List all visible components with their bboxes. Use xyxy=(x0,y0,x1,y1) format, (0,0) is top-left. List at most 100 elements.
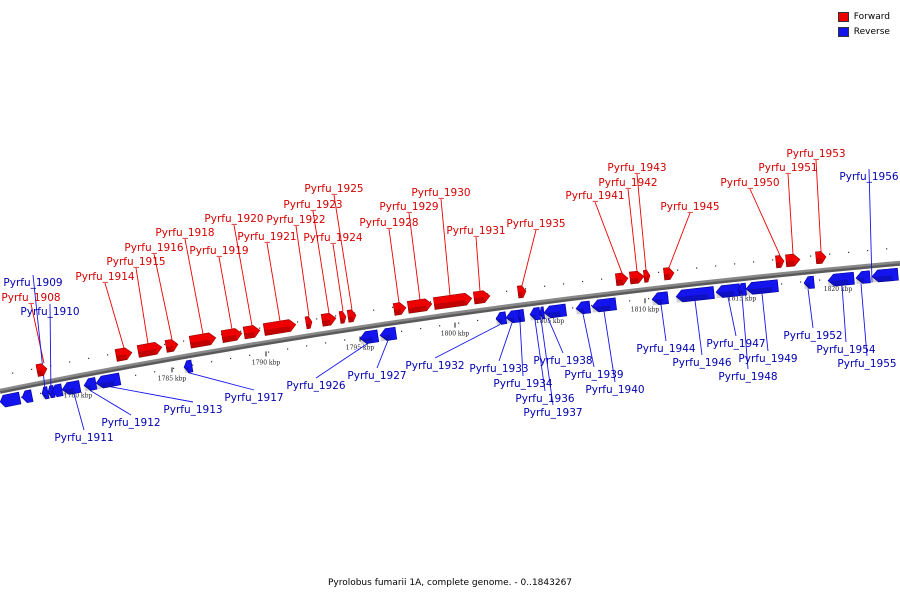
gene-label-pyrfu-1955[interactable]: Pyrfu_1955 xyxy=(837,358,896,370)
gene-label-pyrfu-1952[interactable]: Pyrfu_1952 xyxy=(783,330,842,342)
gene-label-pyrfu-1928[interactable]: Pyrfu_1928 xyxy=(359,217,418,229)
gene-arrow-pyrfu-1947[interactable] xyxy=(715,283,741,299)
gene-arrow-body[interactable] xyxy=(855,270,871,284)
gene-arrow-body[interactable] xyxy=(51,383,64,398)
gene-label-pyrfu-1923[interactable]: Pyrfu_1923 xyxy=(283,199,342,211)
gene-label-pyrfu-1950[interactable]: Pyrfu_1950 xyxy=(720,177,779,189)
gene-label-pyrfu-1921[interactable]: Pyrfu_1921 xyxy=(237,231,296,243)
gene-arrow-pyrfu-1951[interactable] xyxy=(785,253,801,268)
partial-gene-arrow[interactable] xyxy=(0,391,22,408)
gene-label-pyrfu-1930[interactable]: Pyrfu_1930 xyxy=(411,187,470,199)
gene-label-pyrfu-1913[interactable]: Pyrfu_1913 xyxy=(163,404,222,416)
gene-label-pyrfu-1940[interactable]: Pyrfu_1940 xyxy=(585,384,644,396)
gene-arrow-body[interactable] xyxy=(304,316,313,330)
gene-label-pyrfu-1936[interactable]: Pyrfu_1936 xyxy=(515,393,575,405)
gene-arrow-body[interactable] xyxy=(715,283,741,299)
gene-arrow-body[interactable] xyxy=(433,292,473,310)
gene-arrow-body[interactable] xyxy=(827,271,855,287)
gene-arrow-pyrfu-1933[interactable] xyxy=(505,309,522,324)
gene-arrow-pyrfu-1950[interactable] xyxy=(775,255,785,269)
gene-arrow-pyrfu-1917[interactable] xyxy=(183,359,194,374)
gene-label-pyrfu-1946[interactable]: Pyrfu_1946 xyxy=(672,357,732,369)
gene-arrow-body[interactable] xyxy=(815,251,827,265)
gene-label-pyrfu-1914[interactable]: Pyrfu_1914 xyxy=(75,271,135,283)
gene-label-pyrfu-1926[interactable]: Pyrfu_1926 xyxy=(286,380,346,392)
gene-arrow-pyrfu-1922[interactable] xyxy=(304,316,313,330)
gene-arrow-body[interactable] xyxy=(745,279,779,295)
gene-arrow-body[interactable] xyxy=(529,306,542,321)
gene-arrow-pyrfu-1927[interactable] xyxy=(379,326,398,342)
gene-label-pyrfu-1941[interactable]: Pyrfu_1941 xyxy=(565,190,624,202)
gene-arrow-body[interactable] xyxy=(83,377,98,391)
gene-label-pyrfu-1911[interactable]: Pyrfu_1911 xyxy=(54,432,113,444)
gene-label-pyrfu-1943[interactable]: Pyrfu_1943 xyxy=(607,162,666,174)
gene-arrow-body[interactable] xyxy=(338,310,347,324)
gene-label-pyrfu-1942[interactable]: Pyrfu_1942 xyxy=(598,177,657,189)
gene-arrow-pyrfu-1934[interactable] xyxy=(517,309,526,323)
gene-arrow-pyrfu-1952[interactable] xyxy=(803,275,815,290)
gene-arrow-body[interactable] xyxy=(164,338,179,353)
gene-arrow-body[interactable] xyxy=(675,286,715,303)
gene-label-pyrfu-1938[interactable]: Pyrfu_1938 xyxy=(533,355,592,367)
gene-label-pyrfu-1910[interactable]: Pyrfu_1910 xyxy=(20,306,79,318)
gene-label-pyrfu-1912[interactable]: Pyrfu_1912 xyxy=(101,417,160,429)
gene-arrow-pyrfu-1920[interactable] xyxy=(242,324,261,340)
gene-label-pyrfu-1915[interactable]: Pyrfu_1915 xyxy=(106,256,165,268)
gene-label-pyrfu-1939[interactable]: Pyrfu_1939 xyxy=(564,369,623,381)
gene-label-pyrfu-1933[interactable]: Pyrfu_1933 xyxy=(469,363,528,375)
gene-arrow-pyrfu-1940[interactable] xyxy=(591,297,617,313)
gene-arrow-body[interactable] xyxy=(803,275,815,289)
gene-arrow-pyrfu-1915[interactable] xyxy=(136,341,163,358)
gene-arrow-pyrfu-1955[interactable] xyxy=(855,270,871,285)
gene-arrow-pyrfu-1941[interactable] xyxy=(614,272,629,287)
gene-label-pyrfu-1954[interactable]: Pyrfu_1954 xyxy=(816,344,876,356)
gene-arrow-body[interactable] xyxy=(359,329,380,345)
gene-arrow-pyrfu-1931[interactable] xyxy=(472,290,491,305)
gene-arrow-body[interactable] xyxy=(775,255,785,269)
gene-arrow-body[interactable] xyxy=(242,324,261,340)
gene-arrow-body[interactable] xyxy=(642,269,651,283)
partial-gene-arrow[interactable] xyxy=(21,389,34,404)
gene-arrow-body[interactable] xyxy=(0,391,22,408)
gene-arrow-pyrfu-1946[interactable] xyxy=(675,286,715,303)
gene-arrow-pyrfu-1908[interactable] xyxy=(35,363,48,377)
gene-label-pyrfu-1951[interactable]: Pyrfu_1951 xyxy=(758,162,817,174)
gene-label-pyrfu-1919[interactable]: Pyrfu_1919 xyxy=(189,245,248,257)
gene-label-pyrfu-1949[interactable]: Pyrfu_1949 xyxy=(738,353,797,365)
gene-arrow-body[interactable] xyxy=(41,386,50,400)
gene-arrow-body[interactable] xyxy=(379,326,398,341)
gene-arrow-body[interactable] xyxy=(629,270,645,285)
gene-label-pyrfu-1916[interactable]: Pyrfu_1916 xyxy=(124,242,184,254)
gene-arrow-pyrfu-1926[interactable] xyxy=(359,329,380,345)
gene-arrow-pyrfu-1925[interactable] xyxy=(346,309,357,323)
gene-arrow-pyrfu-1945[interactable] xyxy=(663,267,675,281)
gene-arrow-pyrfu-1954[interactable] xyxy=(827,271,855,287)
gene-label-pyrfu-1953[interactable]: Pyrfu_1953 xyxy=(786,148,845,160)
gene-label-pyrfu-1931[interactable]: Pyrfu_1931 xyxy=(446,225,505,237)
gene-arrow-body[interactable] xyxy=(21,389,34,404)
gene-arrow-body[interactable] xyxy=(472,290,491,305)
gene-arrow-body[interactable] xyxy=(495,311,508,325)
gene-arrow-pyrfu-1921[interactable] xyxy=(262,319,297,336)
gene-arrow-body[interactable] xyxy=(346,309,357,323)
gene-arrow-body[interactable] xyxy=(785,253,801,268)
gene-arrow-body[interactable] xyxy=(220,327,243,343)
gene-arrow-body[interactable] xyxy=(406,298,433,314)
gene-arrow-body[interactable] xyxy=(136,341,163,358)
gene-arrow-body[interactable] xyxy=(543,303,568,319)
gene-arrow-pyrfu-1937[interactable] xyxy=(539,306,546,320)
gene-arrow-pyrfu-1953[interactable] xyxy=(815,251,827,265)
gene-arrow-pyrfu-1928[interactable] xyxy=(392,302,407,316)
gene-arrow-pyrfu-1923[interactable] xyxy=(320,312,337,327)
gene-arrow-pyrfu-1911[interactable] xyxy=(61,380,82,396)
gene-arrow-body[interactable] xyxy=(737,282,747,296)
gene-label-pyrfu-1920[interactable]: Pyrfu_1920 xyxy=(204,213,263,225)
gene-arrow-pyrfu-1924[interactable] xyxy=(338,310,347,324)
gene-label-pyrfu-1947[interactable]: Pyrfu_1947 xyxy=(706,338,765,350)
gene-label-pyrfu-1935[interactable]: Pyrfu_1935 xyxy=(506,218,565,230)
gene-label-pyrfu-1948[interactable]: Pyrfu_1948 xyxy=(718,371,777,383)
gene-arrow-body[interactable] xyxy=(505,309,522,324)
gene-arrow-body[interactable] xyxy=(871,267,899,283)
gene-arrow-pyrfu-1909[interactable] xyxy=(41,386,50,400)
gene-arrow-pyrfu-1939[interactable] xyxy=(575,300,592,315)
